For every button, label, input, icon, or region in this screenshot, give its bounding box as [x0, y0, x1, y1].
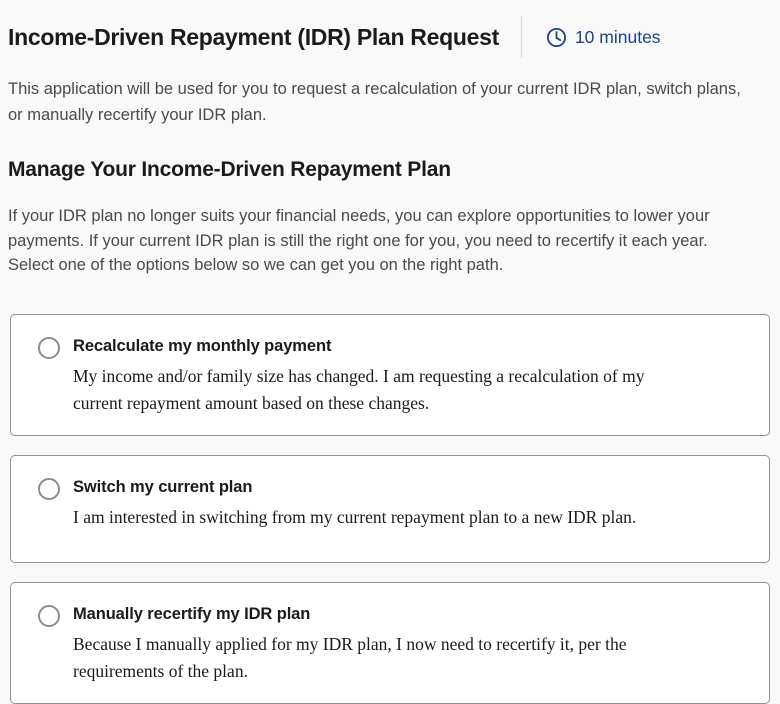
radio-button-recalculate[interactable]: [38, 336, 60, 359]
radio-button-recertify[interactable]: [38, 604, 60, 627]
intro-paragraph: This application will be used for you to…: [8, 80, 741, 124]
option-label: Manually recertify my IDR plan: [73, 604, 311, 623]
estimated-duration: 10 minutes: [546, 27, 661, 48]
option-recalculate-payment[interactable]: Recalculate my monthly payment My income…: [10, 313, 770, 436]
option-text: Manually recertify my IDR plan Because I…: [73, 602, 673, 686]
option-text: Recalculate my monthly payment My income…: [73, 334, 673, 418]
duration-label: 10 minutes: [574, 26, 661, 47]
option-label: Recalculate my monthly payment: [73, 336, 332, 355]
section-heading: Manage Your Income-Driven Repayment Plan: [8, 158, 451, 181]
clock-icon: [546, 27, 567, 48]
option-label: Switch my current plan: [73, 477, 253, 496]
option-recertify-plan[interactable]: Manually recertify my IDR plan Because I…: [10, 581, 770, 704]
radio-button-switch[interactable]: [38, 477, 60, 500]
title-divider: [520, 16, 522, 58]
option-text: Switch my current plan I am interested i…: [73, 475, 636, 532]
page-title: Income-Driven Repayment (IDR) Plan Reque…: [8, 23, 499, 50]
option-list: Recalculate my monthly payment My income…: [8, 313, 772, 704]
option-description: Because I manually applied for my IDR pl…: [73, 633, 627, 682]
section-description: If your IDR plan no longer suits your fi…: [8, 207, 710, 274]
option-description: My income and/or family size has changed…: [73, 365, 645, 414]
option-switch-plan[interactable]: Switch my current plan I am interested i…: [10, 454, 770, 563]
option-description: I am interested in switching from my cur…: [73, 506, 637, 527]
page-header: Income-Driven Repayment (IDR) Plan Reque…: [8, 14, 772, 60]
